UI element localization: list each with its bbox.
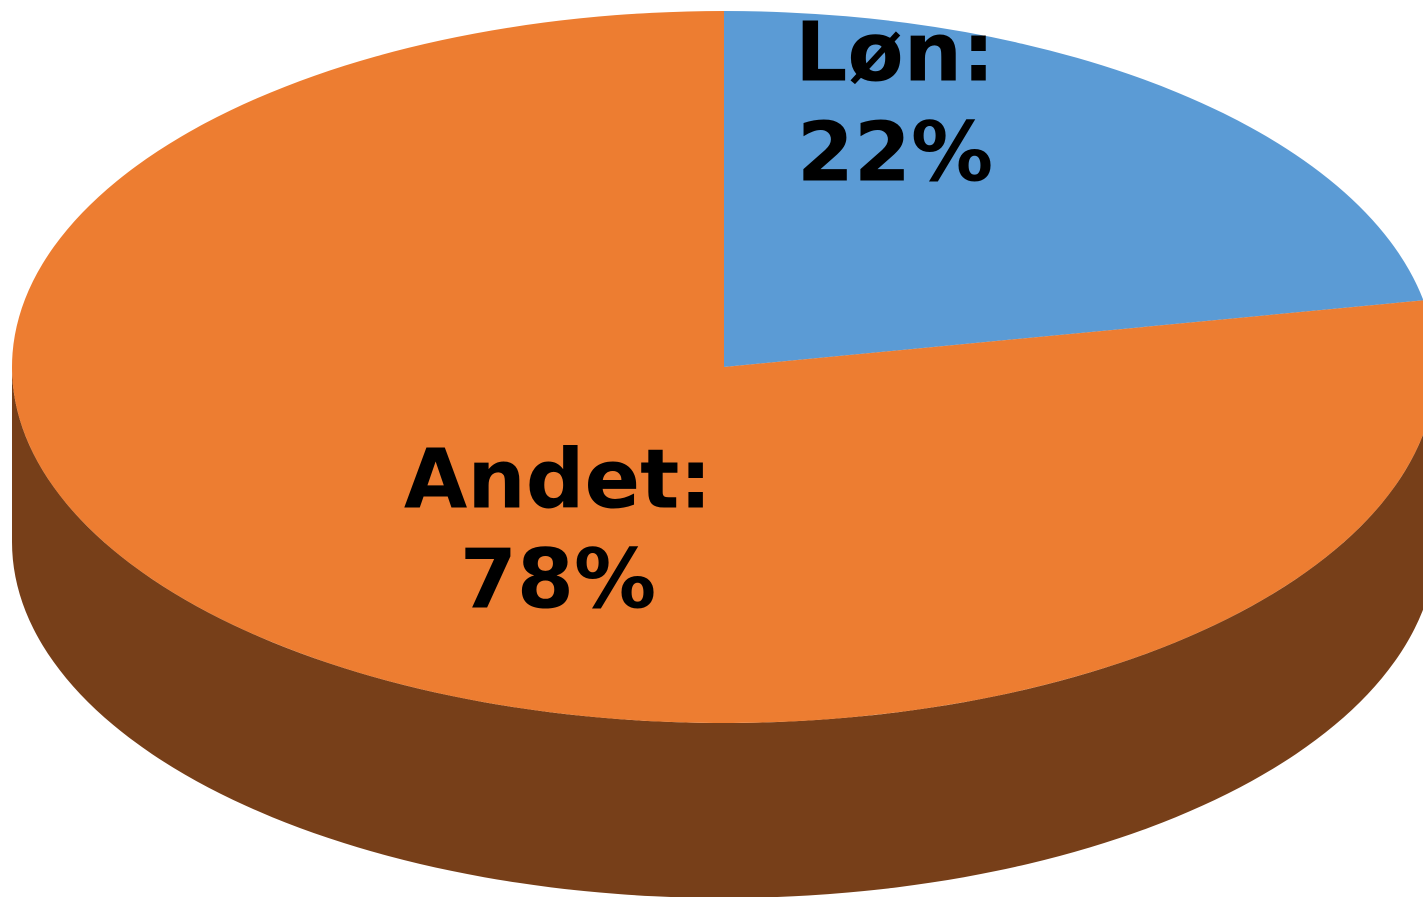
slice (12, 11, 1423, 723)
slice-label: Andet: (404, 432, 712, 527)
slice-label: Løn: (795, 5, 995, 100)
slice-value-label: 22% (797, 105, 993, 200)
slice-side (12, 367, 1423, 897)
slice (724, 11, 1423, 367)
slice-value-label: 78% (460, 532, 656, 627)
